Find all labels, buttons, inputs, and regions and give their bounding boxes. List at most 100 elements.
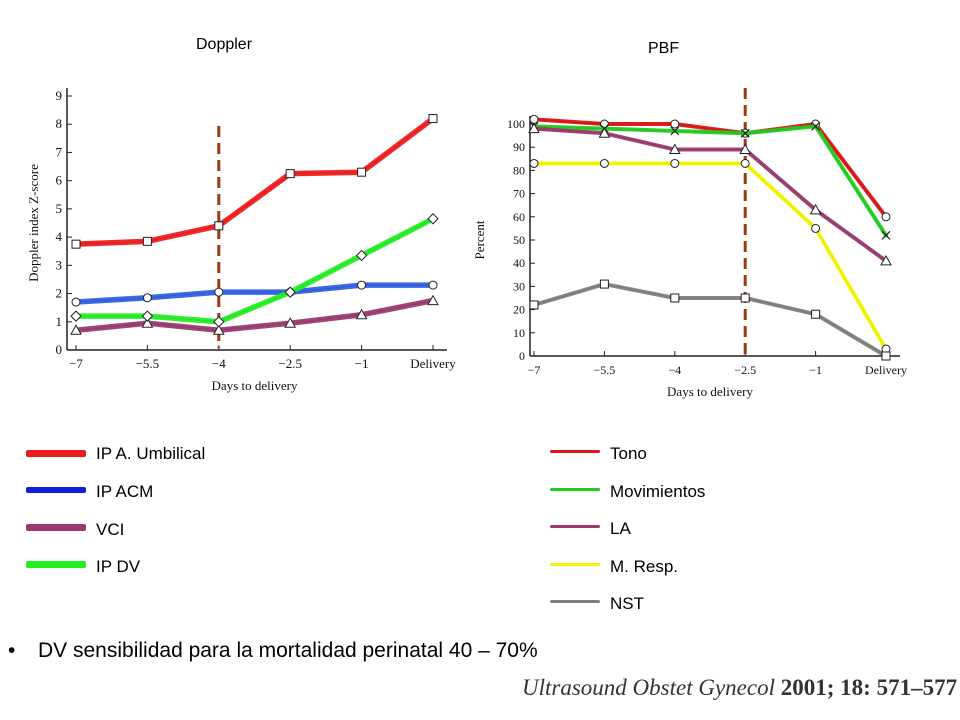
doppler-series-ip-acm-line [73,282,436,305]
legend-swatch [26,561,86,568]
legend-label: IP ACM [96,482,154,501]
doppler-series-ip-dv-line [73,216,436,325]
pbf-x-tick-label: Delivery [865,363,907,377]
doppler-y-tick-label: 8 [56,116,63,131]
citation-journal: Ultrasound Obstet Gynecol [522,675,775,700]
doppler-x-axis-label: Days to delivery [212,378,298,393]
pbf-y-tick-label: 80 [513,163,525,177]
pbf-series-la-point [809,203,822,215]
pbf-series-la-point [598,127,611,138]
doppler-series-ip-acm-point [428,280,438,290]
pbf-series-movimientos-line [532,124,888,238]
legend-label: LA [610,519,631,538]
pbf-series-nst-point [740,293,750,303]
doppler-series-vci-point [284,317,297,328]
legend-swatch [550,563,600,566]
legend-label: VCI [96,520,125,539]
bullet-symbol: • [8,639,16,662]
legend-swatch [26,450,86,457]
doppler-series-ip-dv-point [427,213,439,225]
doppler-series-vci-point [212,324,225,335]
pbf-x-tick-label: −7 [528,363,541,377]
pbf-chart-title: PBF [648,40,680,57]
pbf-y-tick-label: 30 [513,279,525,293]
pbf-series-nst-point [811,309,821,319]
pbf-y-tick-label: 60 [513,210,525,224]
doppler-y-tick-label: 6 [56,173,63,188]
bullet-point: • DV sensibilidad para la mortalidad peri… [8,639,538,663]
doppler-x-tick-label: −2.5 [278,356,302,371]
citation-year: 2001; [780,675,835,700]
legend-swatch [550,450,600,453]
doppler-series-ip-dv-point [284,286,296,298]
pbf-y-tick-label: 100 [507,117,525,131]
legend-swatch [26,524,86,531]
pbf-series-movimientos-point [881,230,891,240]
doppler-y-tick-label: 9 [56,88,63,103]
doppler-y-tick-label: 7 [56,144,63,159]
doppler-y-tick-label: 5 [56,201,63,216]
pbf-series-tono-point [881,212,891,222]
pbf-x-axis-label: Days to delivery [667,384,753,399]
pbf-series-la-line [532,126,888,263]
pbf-series-m-resp-point [740,158,750,168]
pbf-x-tick-label: −5.5 [594,363,616,377]
pbf-series-la-point [880,254,892,266]
pbf-series-tono-point [529,114,539,124]
doppler-series-ip-a-umbilical-point [214,221,224,231]
pbf-x-tick-label: −4 [668,363,681,377]
pbf-series-nst-line [532,282,888,358]
doppler-series-vci-point [427,294,439,306]
pbf-y-tick-label: 50 [513,233,525,247]
doppler-x-tick-label: −5.5 [136,356,160,371]
citation: Ultrasound Obstet Gynecol 2001; 18: 571–… [522,675,957,701]
legend-label: IP DV [96,557,141,576]
pbf-y-tick-label: 20 [513,303,525,317]
bullet-text: DV sensibilidad para la mortalidad perin… [38,639,538,662]
pbf-series-nst-point [529,300,539,310]
pbf-series-movimientos-point [740,128,750,138]
doppler-series-ip-dv-point [355,249,368,262]
pbf-y-tick-label: 90 [513,140,525,154]
doppler-x-tick-label: −1 [355,356,369,371]
doppler-series-ip-a-umbilical-point [285,169,295,179]
doppler-x-tick-label: −4 [212,356,226,371]
doppler-y-tick-label: 4 [56,229,63,244]
pbf-y-tick-label: 40 [513,256,525,270]
pbf-series-la-point [528,122,540,134]
legend-label: Movimientos [610,482,706,501]
pbf-y-tick-label: 10 [513,326,525,340]
doppler-chart-title: Doppler [196,36,253,53]
doppler-series-ip-acm-point [214,287,224,297]
doppler-series-ip-acm-point [71,297,81,307]
doppler-series-vci-point [70,324,82,335]
doppler-series-vci-point [141,317,154,328]
pbf-series-nst-point [881,351,891,361]
pbf-series-m-resp-point [529,158,539,168]
pbf-series-m-resp-point [811,223,821,233]
pbf-series-m-resp-point [599,158,609,168]
legend-label: NST [610,594,644,613]
doppler-series-ip-a-umbilical-line [73,115,436,247]
doppler-y-tick-label: 2 [56,286,63,301]
doppler-x-tick-label: Delivery [410,356,456,371]
doppler-y-axis-label: Doppler index Z-score [26,164,41,282]
pbf-series-tono-line [532,117,888,219]
pbf-y-tick-label: 0 [519,349,525,363]
pbf-series-m-resp-line [532,161,888,352]
citation-volume: 18: [840,675,871,700]
pbf-series-la-point [739,143,752,155]
doppler-series-ip-acm-point [142,293,152,303]
pbf-series-movimientos-point [811,121,821,131]
doppler-series-ip-a-umbilical-point [428,114,438,124]
doppler-series-ip-a-umbilical-point [142,236,152,246]
doppler-y-tick-label: 3 [56,257,63,272]
legend-label: IP A. Umbilical [96,444,206,463]
pbf-y-axis-label: Percent [472,220,487,259]
doppler-x-tick-label: −7 [69,356,83,371]
legend-swatch [550,600,600,603]
legend-label: Tono [610,444,647,463]
legend-label: M. Resp. [610,557,679,576]
pbf-series-nst-point [670,293,680,303]
